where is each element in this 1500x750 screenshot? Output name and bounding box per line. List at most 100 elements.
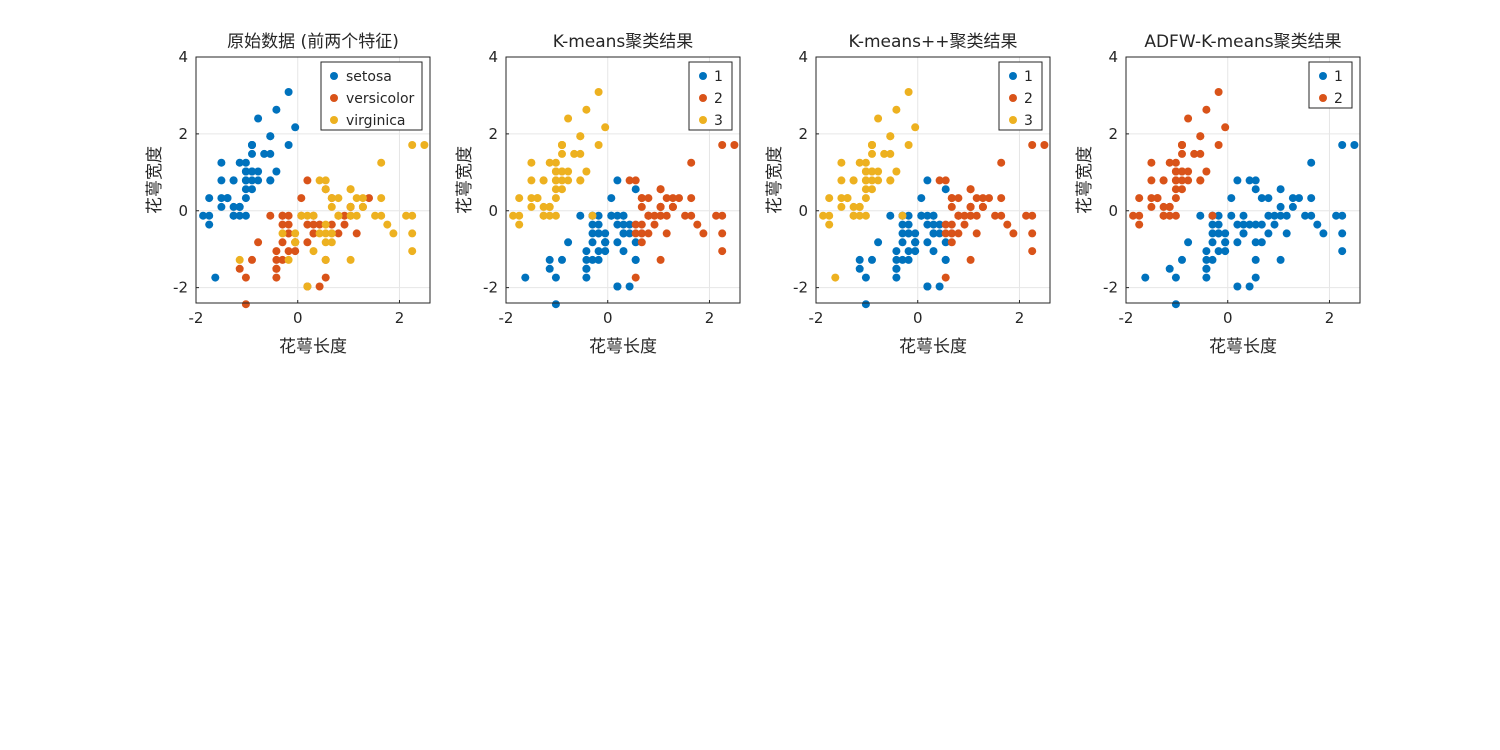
scatter-point: [687, 194, 696, 203]
scatter-point: [861, 211, 870, 220]
scatter-panel-original: -2 0 2 -2 0 2 4 原始数据 (前两个特征) 花萼长度 花萼宽度 setosa …: [145, 32, 431, 357]
scatter-point: [1171, 211, 1180, 220]
scatter-point: [1264, 229, 1273, 238]
legend-entry-1[interactable]: 1: [1009, 69, 1033, 85]
scatter-point: [1227, 194, 1236, 203]
scatter-point: [631, 229, 640, 238]
scatter-point: [1239, 220, 1248, 229]
scatter-point: [278, 211, 287, 220]
scatter-point: [278, 229, 287, 238]
scatter-point: [978, 194, 987, 203]
scatter-point: [248, 149, 256, 158]
x-axis-label: 花萼长度: [589, 337, 657, 357]
scatter-point: [868, 185, 876, 194]
scatter-point: [334, 211, 343, 220]
legend[interactable]: 1 2: [1308, 61, 1353, 109]
scatter-point: [861, 273, 870, 282]
scatter-point: [923, 282, 932, 291]
scatter-point: [917, 211, 926, 220]
scatter-point: [1214, 211, 1223, 220]
scatter-point: [254, 176, 263, 185]
scatter-point: [898, 238, 907, 247]
scatter-point: [1307, 194, 1316, 203]
scatter-point: [637, 194, 646, 203]
scatter-point: [644, 229, 653, 238]
legend-entry-versicolor[interactable]: versicolor: [330, 91, 415, 107]
scatter-point: [1233, 282, 1242, 291]
scatter-point: [1338, 141, 1347, 149]
scatter-point: [527, 176, 536, 185]
scatter-point: [284, 141, 293, 149]
scatter-point: [1141, 273, 1150, 282]
scatter-point: [941, 220, 950, 229]
scatter-point: [644, 211, 653, 220]
legend-entry-3[interactable]: 3: [1009, 113, 1033, 129]
scatter-point: [321, 229, 330, 238]
scatter-point: [637, 220, 646, 229]
scatter-point: [941, 176, 950, 185]
axes-box: [195, 56, 431, 304]
scatter-point: [1239, 229, 1248, 238]
scatter-point: [904, 88, 913, 96]
scatter-point: [1202, 105, 1211, 114]
scatter-point: [687, 211, 696, 220]
scatter-point: [564, 114, 573, 123]
legend-entry-3[interactable]: 3: [699, 113, 723, 129]
legend[interactable]: 1 2 3: [998, 61, 1043, 131]
legend-entry-setosa[interactable]: setosa: [330, 69, 392, 85]
scatter-point: [1208, 211, 1217, 220]
scatter-point: [631, 238, 640, 247]
scatter-point: [972, 194, 981, 203]
scatter-point: [855, 264, 864, 273]
scatter-point: [954, 229, 963, 238]
scatter-point: [576, 211, 585, 220]
legend-entry-2[interactable]: 2: [1319, 91, 1343, 107]
legend-entry-1[interactable]: 1: [1319, 69, 1343, 85]
scatter-point: [861, 176, 870, 185]
scatter-point: [558, 176, 566, 185]
x-tick-label: -2: [1119, 309, 1134, 327]
scatter-point: [1135, 220, 1144, 229]
scatter-point: [855, 211, 864, 220]
scatter-point: [551, 300, 560, 309]
scatter-point: [303, 282, 312, 291]
x-tick-label: -2: [809, 309, 824, 327]
scatter-point: [825, 211, 834, 220]
scatter-point: [1184, 167, 1193, 176]
scatter-point: [1147, 158, 1156, 167]
scatter-point: [625, 220, 634, 229]
y-tick-label: 0: [488, 202, 498, 220]
scatter-point: [1214, 220, 1223, 229]
legend-entry-1[interactable]: 1: [699, 69, 723, 85]
scatter-point: [997, 158, 1006, 167]
scatter-point: [619, 247, 628, 256]
scatter-point: [656, 202, 665, 211]
scatter-point: [868, 141, 876, 149]
scatter-point: [594, 255, 603, 264]
scatter-point: [1153, 194, 1162, 203]
scatter-point: [594, 141, 603, 149]
scatter-point: [551, 167, 560, 176]
scatter-point: [1251, 238, 1260, 247]
legend-entry-2[interactable]: 2: [699, 91, 723, 107]
scatter-point: [515, 220, 524, 229]
scatter-point: [917, 194, 926, 203]
legend[interactable]: 1 2 3: [688, 61, 733, 131]
scatter-point: [868, 167, 876, 176]
scatter-point: [656, 211, 665, 220]
scatter-point: [941, 185, 950, 194]
legend[interactable]: setosa versicolor virginica: [320, 61, 423, 131]
scatter-point: [911, 123, 920, 132]
legend-entry-2[interactable]: 2: [1009, 91, 1033, 107]
y-tick-label: 2: [1108, 125, 1118, 143]
scatter-point: [1288, 202, 1297, 211]
y-axis-label: 花萼宽度: [1075, 146, 1095, 214]
scatter-point: [545, 158, 554, 167]
scatter-point: [582, 255, 591, 264]
legend-label: 2: [1024, 91, 1033, 107]
legend-box: [998, 61, 1043, 131]
scatter-point: [668, 202, 677, 211]
legend-entry-virginica[interactable]: virginica: [330, 113, 406, 129]
scatter-point: [1202, 255, 1211, 264]
scatter-point: [551, 194, 560, 203]
